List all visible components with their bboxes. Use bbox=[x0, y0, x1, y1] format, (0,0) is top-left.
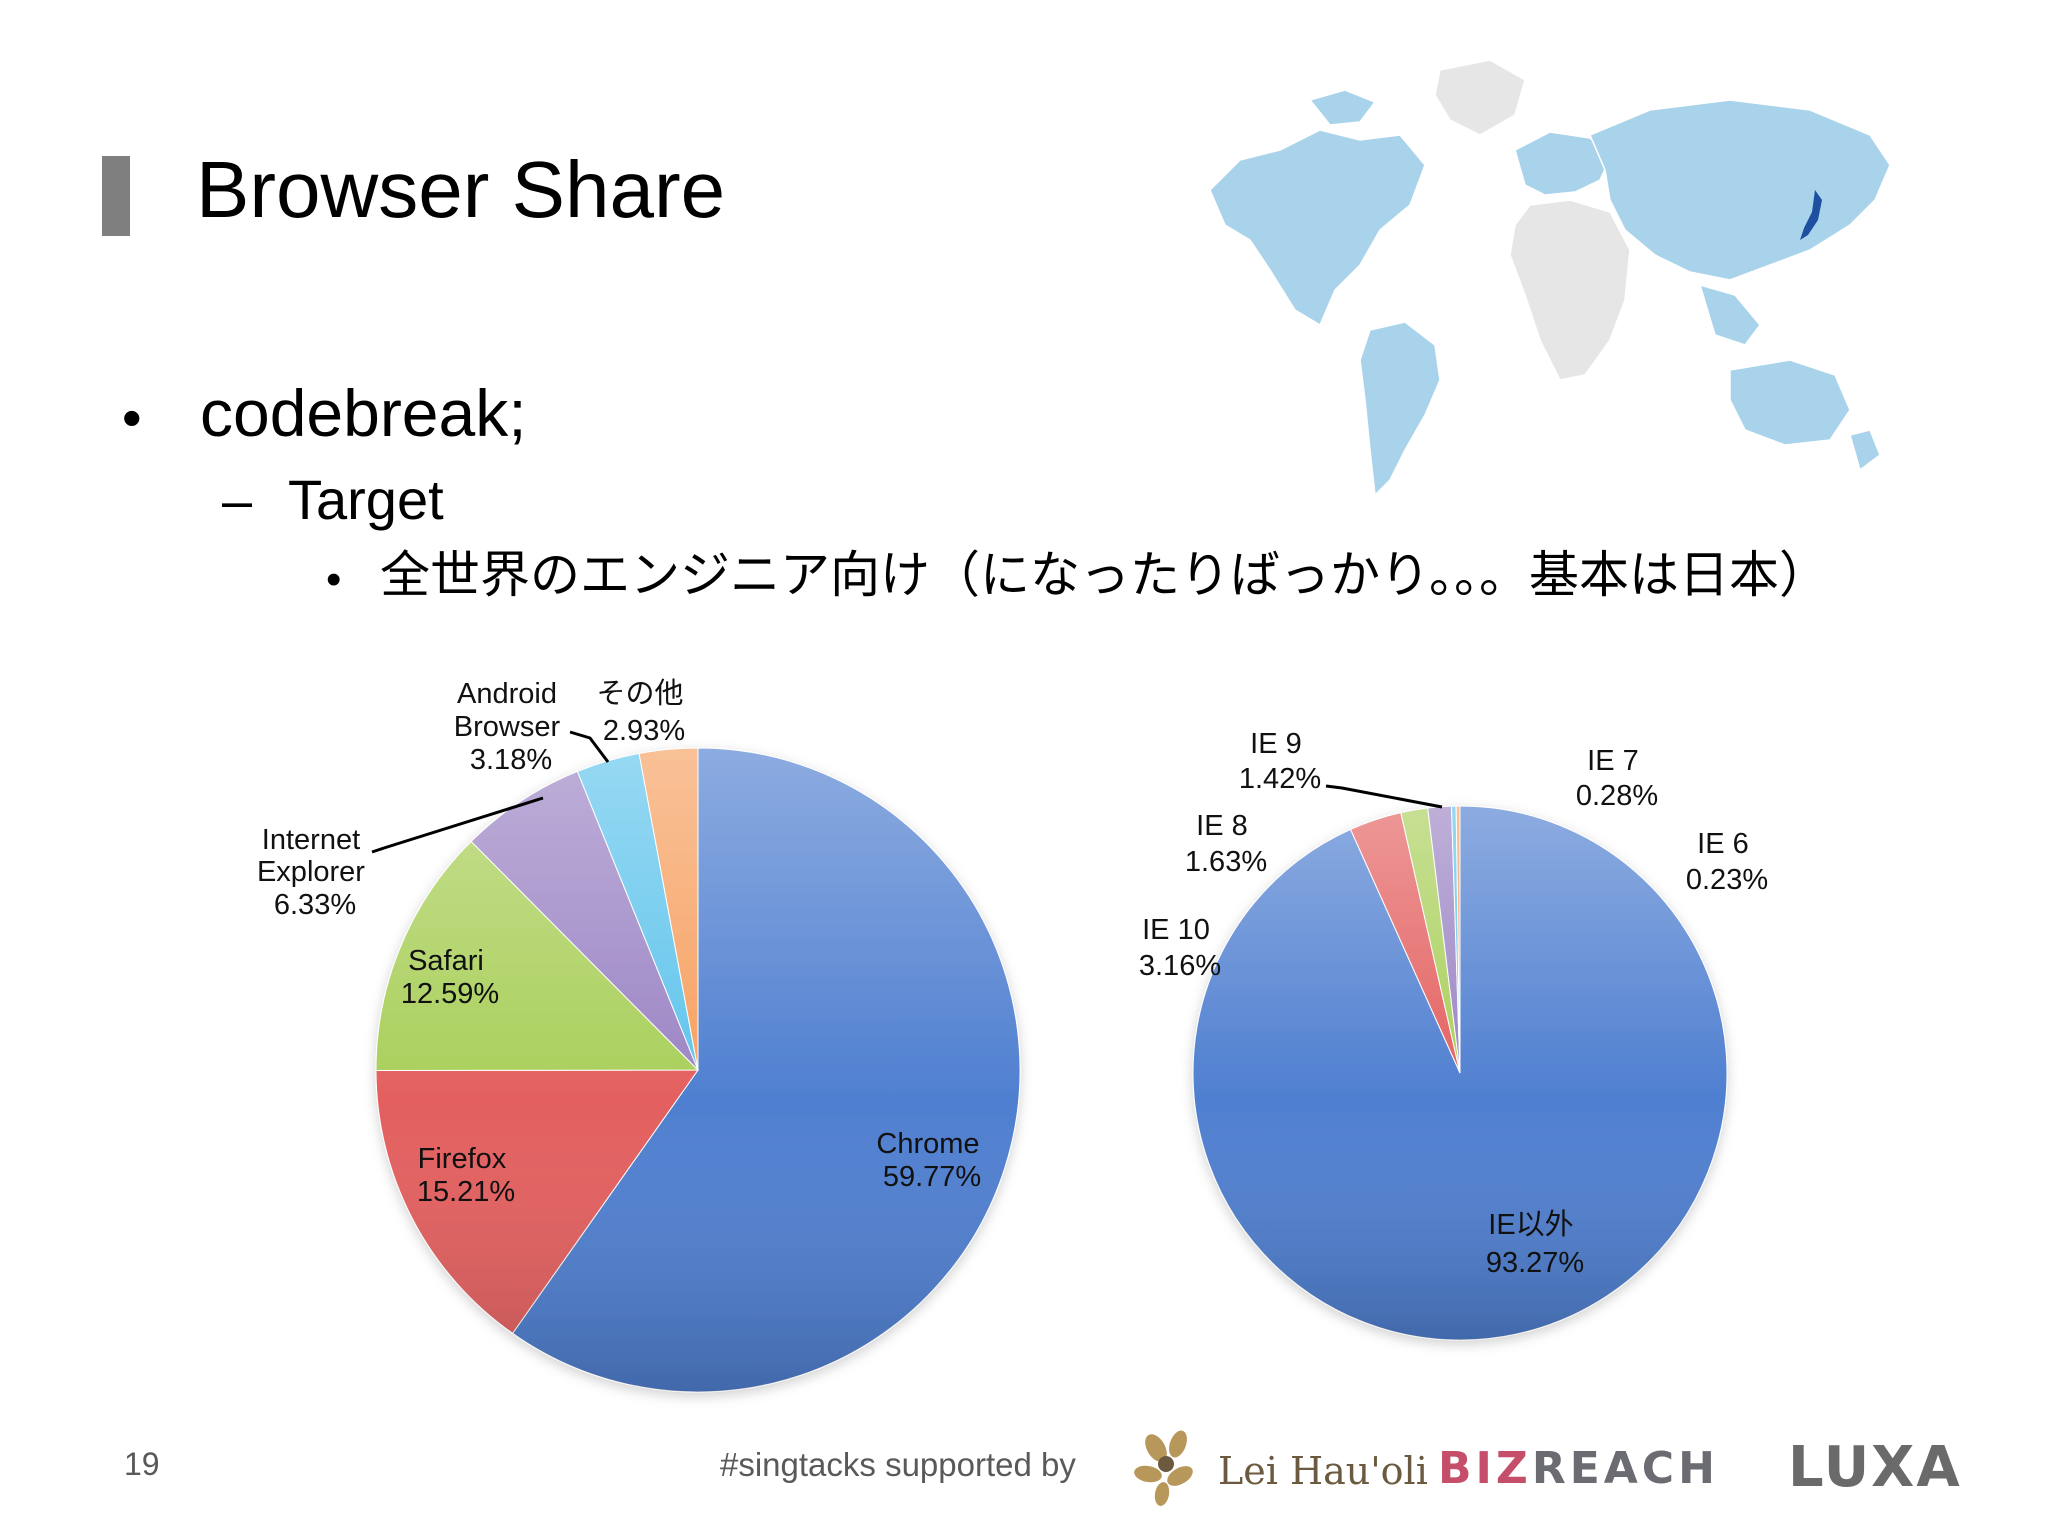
bullet-level-3-marker: • bbox=[326, 555, 342, 604]
browser-pie-gloss-overlay bbox=[376, 748, 1020, 1392]
slide-title: Browser Share bbox=[196, 145, 726, 234]
bizreach-logo-part-2: REACH bbox=[1531, 1443, 1719, 1494]
title-accent-bar bbox=[102, 156, 130, 236]
label-firefox: Firefox 15.21% bbox=[417, 1143, 515, 1208]
leader-line-internet-explorer bbox=[371, 796, 544, 854]
label-non-ie: IE以外 93.27% bbox=[1486, 1208, 1584, 1279]
luxa-logo: LUXA bbox=[1788, 1435, 1962, 1500]
label-ie7: IE 7 0.28% bbox=[1576, 745, 1658, 812]
leader-line-ie9 bbox=[1325, 784, 1443, 809]
world-map-image bbox=[1209, 59, 1891, 497]
bullet-level-2-marker: – bbox=[222, 471, 253, 531]
label-ie9: IE 9 1.42% bbox=[1239, 728, 1321, 795]
leader-line-android bbox=[569, 730, 610, 763]
bizreach-logo-part-1: BIZ bbox=[1438, 1443, 1532, 1494]
label-other: その他 2.93% bbox=[596, 676, 691, 747]
bullet-level-3: 全世界のエンジニア向け（になったりばっかり。。。基本は日本） bbox=[380, 546, 1829, 604]
bullet-level-1-marker: • bbox=[122, 386, 142, 449]
label-ie8: IE 8 1.63% bbox=[1185, 810, 1267, 878]
lei-hauoli-logo-text: Lei Hau'oli bbox=[1218, 1449, 1428, 1493]
page-number: 19 bbox=[124, 1446, 160, 1482]
label-android: Android Browser 3.18% bbox=[454, 678, 568, 776]
lei-hauoli-logo-icon bbox=[1134, 1430, 1193, 1506]
ie-version-share-pie bbox=[1192, 805, 1728, 1341]
footer-sponsor-text: #singtacks supported by bbox=[720, 1446, 1076, 1483]
bizreach-logo: BIZREACH bbox=[1438, 1447, 1719, 1491]
bullet-level-2: Target bbox=[288, 468, 444, 531]
bullet-level-1: codebreak; bbox=[200, 376, 527, 450]
label-ie10: IE 10 3.16% bbox=[1139, 914, 1221, 982]
label-safari: Safari 12.59% bbox=[401, 945, 499, 1010]
label-internet-explorer: Internet Explorer 6.33% bbox=[257, 824, 373, 921]
browser-share-pie bbox=[375, 747, 1021, 1393]
label-ie6: IE 6 0.23% bbox=[1686, 828, 1768, 896]
label-chrome: Chrome 59.77% bbox=[876, 1128, 987, 1193]
ie-pie-gloss-overlay bbox=[1193, 806, 1727, 1340]
